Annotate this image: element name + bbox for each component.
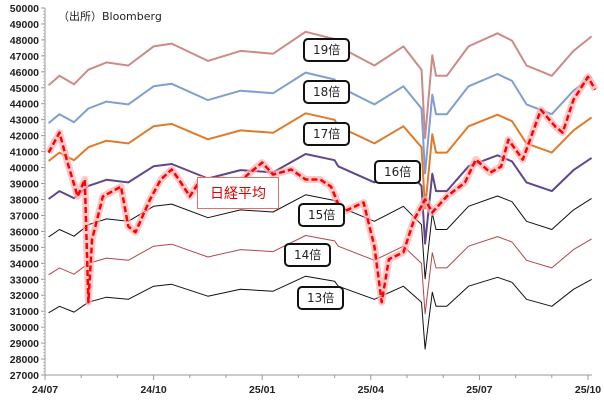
y-tick-label: 48000 (10, 35, 39, 47)
y-tick-label: 49000 (10, 19, 39, 31)
y-tick-label: 46000 (10, 67, 39, 79)
y-tick-label: 50000 (10, 3, 39, 15)
x-tick-label: 24/07 (32, 384, 58, 396)
x-tick-label: 25/07 (466, 384, 492, 396)
series-19x-line (47, 30, 593, 140)
series-17x-line (47, 112, 593, 210)
y-tick-label: 39000 (10, 179, 39, 191)
y-tick-label: 33000 (10, 274, 39, 286)
y-tick-label: 30000 (10, 322, 39, 334)
nikkei-glow (45, 73, 599, 306)
x-tick-label: 25/01 (249, 384, 275, 396)
y-tick-label: 37000 (10, 210, 39, 222)
x-tick-label: 25/10 (575, 384, 601, 396)
label-15x: 15倍 (298, 203, 346, 227)
y-tick-label: 41000 (10, 147, 39, 159)
y-tick-label: 36000 (10, 226, 39, 238)
y-tick-label: 28000 (10, 354, 39, 366)
label-nikkei: 日経平均 (197, 177, 279, 209)
y-tick-label: 35000 (10, 242, 39, 254)
y-tick-label: 27000 (10, 370, 39, 382)
y-tick-label: 40000 (10, 163, 39, 175)
nikkei-line (47, 75, 597, 304)
label-19x: 19倍 (303, 38, 351, 62)
series-13x-line (48, 275, 592, 350)
y-tick-label: 34000 (10, 258, 39, 270)
y-tick-label: 43000 (10, 115, 39, 127)
label-17x: 17倍 (303, 122, 351, 146)
label-18x: 18倍 (303, 80, 351, 104)
label-16x: 16倍 (374, 160, 422, 184)
y-tick-label: 29000 (10, 338, 39, 350)
x-tick-label: 25/04 (358, 384, 384, 396)
series-15x-line (48, 194, 592, 280)
y-tick-label: 38000 (10, 194, 39, 206)
y-tick-label: 42000 (10, 131, 39, 143)
label-14x: 14倍 (284, 243, 332, 267)
label-13x: 13倍 (297, 286, 345, 310)
source-note: （出所）Bloomberg (58, 10, 162, 23)
x-tick-label: 24/10 (140, 384, 166, 396)
series-14x-line (48, 235, 592, 315)
y-tick-label: 45000 (10, 83, 39, 95)
series-18x-line (47, 71, 593, 175)
y-tick-label: 44000 (10, 99, 39, 111)
y-tick-label: 47000 (10, 51, 39, 63)
y-tick-label: 32000 (10, 290, 39, 302)
y-tick-label: 31000 (10, 306, 39, 318)
